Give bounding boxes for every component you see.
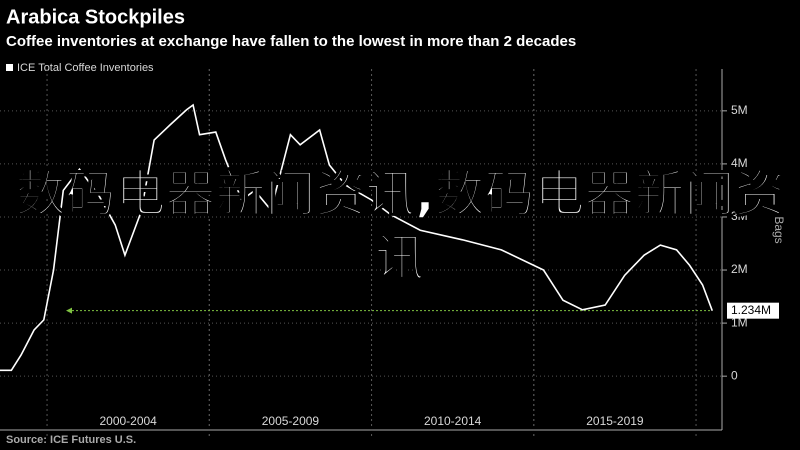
legend-label: ICE Total Coffee Inventories xyxy=(17,62,154,74)
y-tick-label: 2M xyxy=(731,262,748,276)
chart-title: Arabica Stockpiles xyxy=(6,6,185,28)
y-tick-label: 4M xyxy=(731,156,748,170)
x-tick-label: 2010-2014 xyxy=(424,414,482,428)
current-value-box xyxy=(727,302,779,319)
current-value-label: 1.234M xyxy=(731,303,771,317)
x-tick-label: 2000-2004 xyxy=(99,414,157,428)
data-line xyxy=(0,103,714,372)
y-tick-label: 3M xyxy=(731,209,748,223)
y-tick-label: 0 xyxy=(731,368,738,382)
source: Source: ICE Futures U.S. xyxy=(6,434,136,446)
y-axis-label: Bags xyxy=(772,216,786,243)
y-tick-label: 1M xyxy=(731,315,748,329)
watermark: 数码电器新闻资讯,数码电器新闻资讯 xyxy=(15,164,786,288)
chart-subtitle: Coffee inventories at exchange have fall… xyxy=(6,33,576,50)
x-tick-label: 2005-2009 xyxy=(262,414,320,428)
x-tick-label: 2015-2019 xyxy=(586,414,644,428)
current-value-arrow xyxy=(66,307,72,314)
legend-swatch xyxy=(6,64,13,71)
y-tick-label: 5M xyxy=(731,103,748,117)
